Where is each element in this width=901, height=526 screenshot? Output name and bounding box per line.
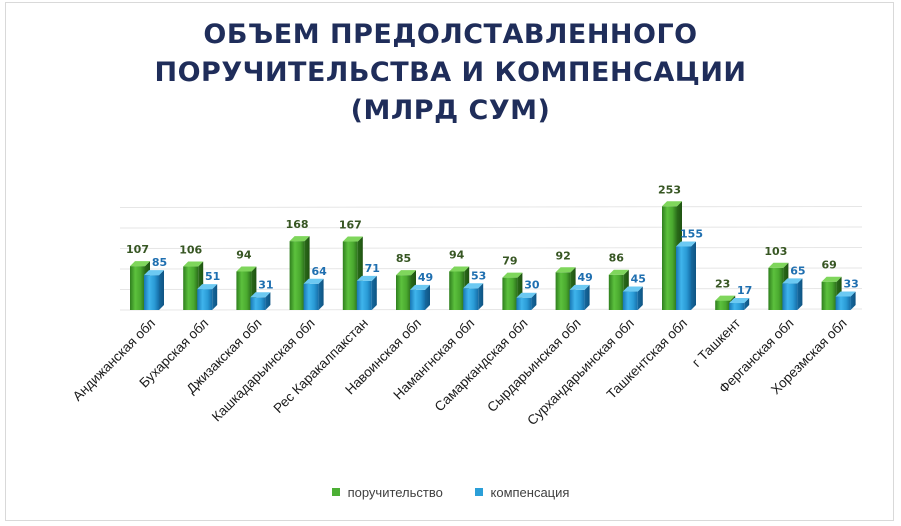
value-label-poruchitelstvo: 253: [658, 183, 681, 196]
category-label: Андижанская обл: [70, 316, 158, 404]
legend-item-series-1: поручительство: [331, 484, 443, 500]
bar-kompensatsiya: [729, 298, 750, 310]
gridline: [119, 308, 863, 311]
legend-swatch-green: [331, 488, 340, 497]
value-label-poruchitelstvo: 107: [126, 243, 149, 256]
bar-kompensatsiya: [516, 292, 537, 310]
bar-poruchitelstvo: [396, 270, 416, 310]
bar-kompensatsiya: [622, 286, 643, 310]
value-label-kompensatsiya: 45: [631, 273, 646, 286]
bars: [130, 201, 856, 310]
legend: поручительство компенсация: [0, 483, 901, 500]
value-label-kompensatsiya: 49: [577, 271, 592, 284]
value-label-kompensatsiya: 155: [680, 227, 703, 240]
bar-kompensatsiya: [676, 241, 696, 310]
value-label-kompensatsiya: 65: [790, 264, 805, 277]
value-label-poruchitelstvo: 86: [609, 252, 625, 265]
bar-kompensatsiya: [463, 283, 484, 310]
bar-kompensatsiya: [835, 291, 856, 310]
bar-kompensatsiya: [197, 284, 218, 310]
bar-kompensatsiya: [303, 278, 324, 310]
bar-kompensatsiya: [250, 292, 271, 310]
chart-title-line-1: ОБЪЕМ ПРЕДОЛСТАВЛЕННОГО: [203, 19, 698, 50]
value-label-kompensatsiya: 64: [311, 265, 327, 278]
bar-kompensatsiya: [782, 278, 803, 310]
value-label-poruchitelstvo: 167: [339, 219, 362, 232]
bar-kompensatsiya: [569, 284, 590, 310]
value-label-poruchitelstvo: 94: [236, 248, 252, 261]
gridline: [119, 206, 863, 208]
value-label-kompensatsiya: 17: [737, 284, 752, 297]
value-label-poruchitelstvo: 69: [821, 259, 836, 272]
value-label-poruchitelstvo: 168: [286, 218, 309, 231]
legend-label: компенсация: [490, 484, 570, 500]
value-label-kompensatsiya: 31: [258, 278, 273, 291]
gridline: [119, 226, 863, 229]
category-label: Кашкадарьинская обл: [209, 316, 318, 425]
bar-kompensatsiya: [144, 270, 164, 310]
category-label: Сырдарьинская обл: [484, 316, 583, 415]
chart-title-line-3: (МЛРД СУМ): [350, 95, 551, 126]
value-labels: 1078510651943116864167718549945379309249…: [126, 183, 859, 297]
value-label-poruchitelstvo: 94: [449, 248, 465, 261]
gridline: [119, 267, 863, 270]
value-label-poruchitelstvo: 85: [396, 252, 411, 265]
value-label-kompensatsiya: 49: [418, 271, 433, 284]
legend-label: поручительство: [347, 484, 443, 500]
bar-kompensatsiya: [410, 284, 430, 310]
value-label-kompensatsiya: 33: [843, 277, 858, 290]
value-label-poruchitelstvo: 23: [715, 278, 730, 291]
chart-title: ОБЪЕМ ПРЕДОЛСТАВЛЕННОГО ПОРУЧИТЕЛЬСТВА И…: [0, 16, 901, 130]
legend-item-series-2: компенсация: [474, 484, 570, 500]
value-label-kompensatsiya: 30: [524, 279, 540, 292]
category-label: Сурхандарьинская обл: [524, 316, 637, 429]
value-label-kompensatsiya: 71: [365, 262, 380, 275]
value-label-poruchitelstvo: 106: [179, 244, 202, 257]
gridline: [119, 247, 863, 249]
legend-swatch-blue: [474, 488, 483, 497]
value-label-poruchitelstvo: 103: [764, 245, 787, 258]
category-label: г Ташкент: [689, 316, 743, 370]
value-label-poruchitelstvo: 92: [555, 249, 570, 262]
value-label-kompensatsiya: 53: [471, 269, 486, 282]
category-label: Рес Каракалпакстан: [270, 316, 370, 416]
value-label-poruchitelstvo: 79: [502, 255, 517, 268]
chart-frame: [5, 2, 894, 521]
category-label: Самаркандская обл: [432, 316, 531, 415]
bar-kompensatsiya: [356, 275, 377, 310]
value-label-kompensatsiya: 85: [152, 256, 167, 269]
value-label-kompensatsiya: 51: [205, 270, 220, 283]
chart-title-line-2: ПОРУЧИТЕЛЬСТВА И КОМПЕНСАЦИИ: [154, 57, 747, 88]
